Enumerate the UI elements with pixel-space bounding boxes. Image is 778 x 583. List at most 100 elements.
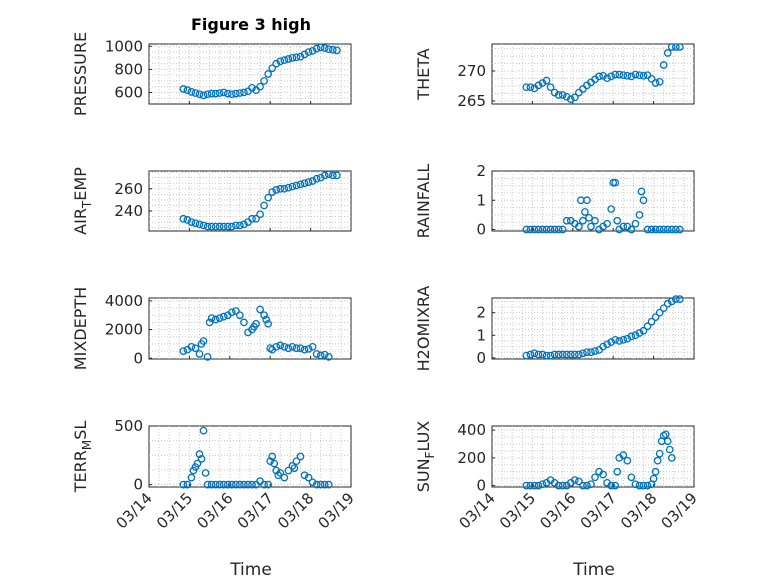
- data-point: [627, 332, 636, 341]
- data-point: [215, 480, 224, 489]
- data-point: [587, 222, 595, 231]
- data-point: [316, 173, 325, 182]
- data-point: [223, 89, 232, 98]
- data-point: [324, 170, 333, 179]
- data-point: [328, 45, 337, 54]
- data-point: [522, 83, 531, 92]
- data-point: [191, 344, 200, 353]
- data-point: [207, 222, 216, 231]
- y-tick-label: 600: [114, 83, 143, 101]
- data-point: [292, 181, 301, 190]
- data-point: [195, 90, 204, 99]
- data-point: [244, 480, 252, 489]
- data-point: [260, 77, 268, 85]
- data-point: [316, 351, 325, 360]
- subplot-h2omixra: 0 1 2 H2OMIXRA: [414, 286, 695, 371]
- data-point: [526, 225, 535, 234]
- data-point: [288, 462, 297, 470]
- data-point: [288, 53, 297, 62]
- y-axis-label: MIXDEPTH: [71, 287, 90, 370]
- data-point: [661, 430, 670, 439]
- data-point: [262, 315, 271, 324]
- data-point: [615, 337, 624, 345]
- y-axis-label: TERRMSL: [71, 421, 94, 494]
- y-tick-label: 1: [476, 326, 486, 344]
- data-point: [583, 196, 591, 205]
- data-point: [227, 222, 236, 231]
- x-tick-label: 03/17: [577, 489, 620, 532]
- data-point: [623, 71, 632, 80]
- x-tick-label: 03/19: [658, 489, 701, 532]
- x-tick-label: 03/16: [193, 489, 236, 532]
- data-point: [219, 312, 228, 321]
- data-point: [203, 90, 212, 99]
- data-point: [635, 71, 644, 80]
- data-point: [643, 225, 652, 234]
- data-point: [587, 348, 595, 357]
- data-point: [631, 70, 640, 79]
- data-point: [232, 89, 240, 98]
- data-point: [292, 53, 301, 62]
- data-point: [232, 480, 240, 489]
- x-axis-label-right: Time: [572, 560, 615, 580]
- data-point: [615, 70, 624, 79]
- data-point: [667, 225, 676, 234]
- data-point: [570, 476, 579, 484]
- data-point: [199, 337, 208, 345]
- data-point: [538, 480, 547, 489]
- data-point: [292, 457, 301, 466]
- data-point: [195, 350, 204, 358]
- data-point: [546, 225, 555, 234]
- data-point: [585, 213, 593, 222]
- data-point: [663, 49, 672, 57]
- data-point: [663, 299, 672, 308]
- data-point: [276, 57, 285, 66]
- x-axis-label-left: Time: [229, 560, 272, 580]
- data-point: [554, 481, 563, 490]
- data-point: [260, 311, 268, 320]
- y-tick-label: 2000: [105, 321, 143, 339]
- data-point: [619, 71, 628, 80]
- data-point: [203, 480, 212, 489]
- data-point: [288, 342, 297, 351]
- data-point: [659, 304, 668, 313]
- data-point: [290, 464, 299, 473]
- data-point: [595, 72, 603, 81]
- data-point: [304, 473, 313, 482]
- data-point: [272, 466, 281, 475]
- data-point: [631, 219, 640, 228]
- data-point: [647, 225, 656, 234]
- data-point: [264, 480, 273, 489]
- data-point: [272, 186, 281, 194]
- data-point: [227, 308, 236, 317]
- data-point: [639, 71, 648, 80]
- data-point: [522, 481, 531, 490]
- data-point: [199, 426, 208, 435]
- data-point: [534, 350, 543, 359]
- data-point: [219, 480, 228, 489]
- data-point: [607, 481, 616, 490]
- data-point: [647, 317, 656, 326]
- data-point: [227, 90, 236, 99]
- data-point: [591, 473, 599, 482]
- y-axis-label: AIRTEMP: [71, 167, 94, 235]
- data-point: [324, 480, 333, 489]
- data-point: [667, 297, 676, 306]
- data-point: [193, 459, 202, 468]
- data-point: [631, 480, 640, 489]
- data-point: [550, 350, 559, 359]
- data-point: [583, 348, 591, 357]
- data-point: [284, 55, 293, 63]
- data-point: [304, 178, 313, 186]
- data-point: [232, 221, 240, 230]
- data-point: [530, 349, 539, 358]
- y-tick-label: 265: [457, 92, 486, 110]
- data-point: [603, 219, 611, 228]
- data-point: [534, 225, 543, 234]
- data-point: [236, 89, 244, 97]
- data-point: [227, 480, 236, 489]
- data-point: [663, 437, 672, 446]
- data-point: [280, 184, 289, 193]
- data-point: [324, 45, 333, 54]
